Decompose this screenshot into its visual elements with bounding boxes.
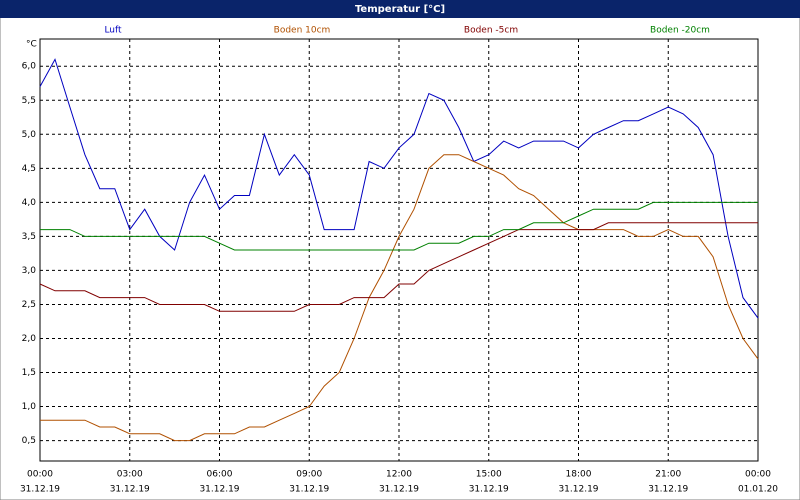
x-tick-date: 31.12.19 [379, 485, 419, 495]
y-tick-label: 0,5 [22, 436, 36, 446]
x-tick-label: 00:00 [745, 470, 771, 480]
legend-entry: Boden -5cm [464, 26, 518, 36]
x-tick-date: 31.12.19 [199, 485, 239, 495]
x-tick-label: 18:00 [566, 470, 592, 480]
x-tick-date: 31.12.19 [289, 485, 329, 495]
x-tick-date: 01.01.20 [738, 485, 778, 495]
x-tick-label: 09:00 [296, 470, 322, 480]
y-tick-label: 5,5 [22, 96, 36, 106]
x-tick-date: 31.12.19 [648, 485, 688, 495]
y-tick-label: 4,5 [22, 164, 36, 174]
series-line [40, 201, 758, 251]
y-tick-label: 3,5 [22, 232, 36, 242]
series-line [39, 222, 758, 312]
y-tick-label: 4,0 [22, 198, 37, 208]
x-tick-date: 31.12.19 [110, 485, 150, 495]
x-tick-label: 06:00 [207, 470, 233, 480]
legend-entry: Boden -20cm [650, 26, 710, 36]
x-tick-label: 12:00 [386, 470, 412, 480]
y-tick-label: 3,0 [22, 266, 37, 276]
x-tick-label: 21:00 [655, 470, 681, 480]
x-tick-date: 31.12.19 [20, 485, 60, 495]
legend-entry: Boden 10cm [274, 26, 331, 36]
y-tick-label: 1,0 [22, 402, 37, 412]
title-bar [0, 0, 800, 18]
unit-label: °C [26, 40, 37, 50]
x-tick-label: 15:00 [476, 470, 502, 480]
y-tick-label: 2,0 [22, 334, 37, 344]
y-tick-label: 1,5 [22, 368, 36, 378]
x-tick-label: 00:00 [27, 470, 53, 480]
chart-title: Temperatur [°C] [355, 4, 445, 15]
y-tick-label: 6,0 [22, 62, 37, 72]
x-tick-label: 03:00 [117, 470, 143, 480]
legend-entry: Luft [104, 26, 122, 36]
x-tick-date: 31.12.19 [469, 485, 509, 495]
y-tick-label: 2,5 [22, 300, 36, 310]
y-tick-label: 5,0 [22, 130, 37, 140]
x-tick-date: 31.12.19 [558, 485, 598, 495]
series-line [40, 154, 759, 442]
